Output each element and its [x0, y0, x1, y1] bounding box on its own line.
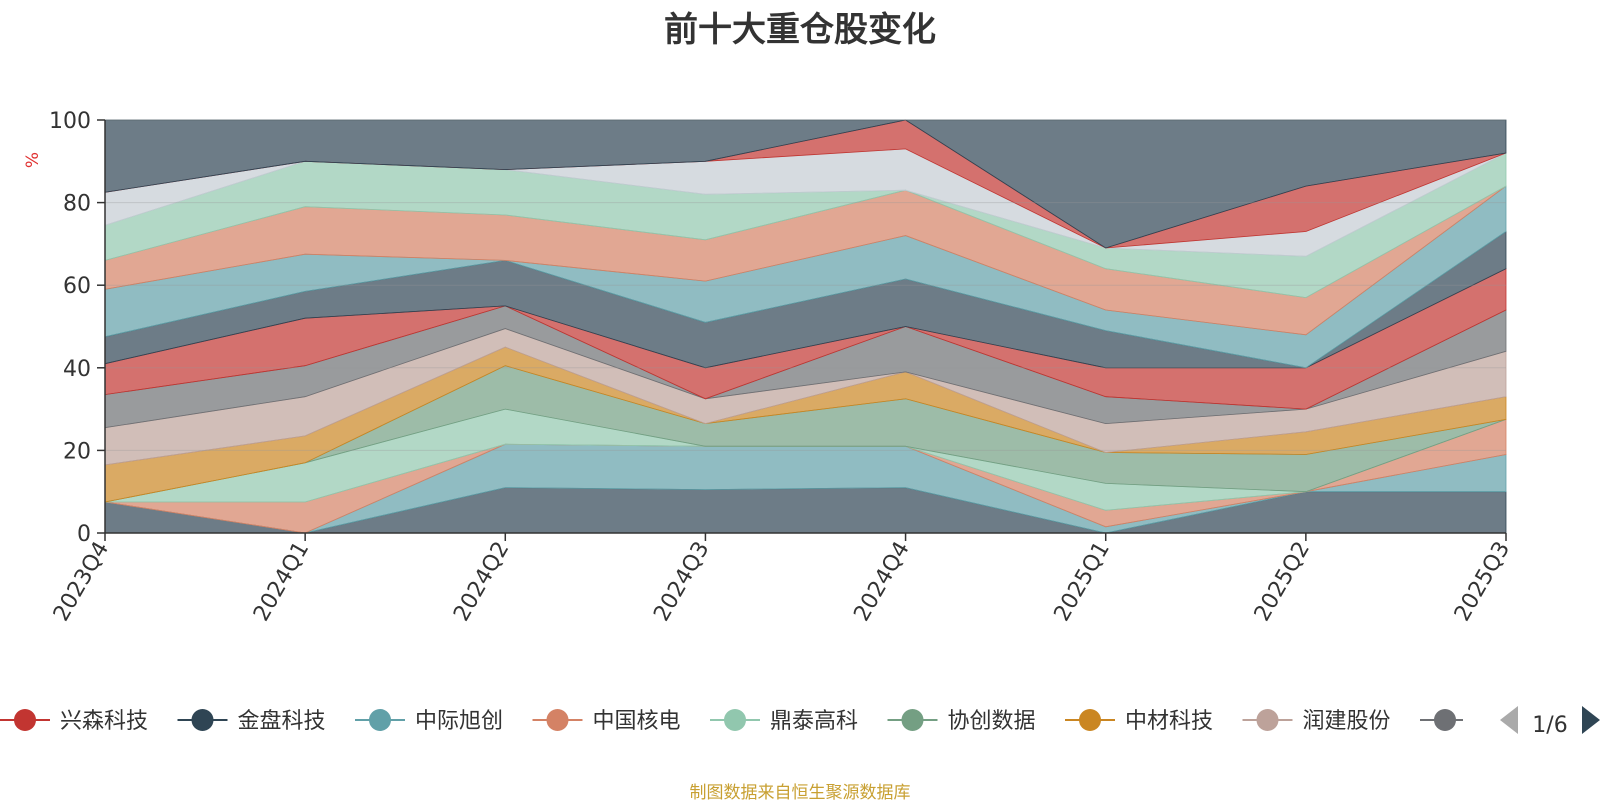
legend-item[interactable]: 中际旭创 [355, 709, 503, 734]
legend-circle-marker [1434, 709, 1456, 731]
y-tick-label: 40 [63, 357, 91, 382]
area-bands [104, 119, 1507, 534]
x-tick-label: 2025Q1 [1050, 538, 1115, 626]
legend-label: 兴森科技 [60, 709, 148, 734]
legend-item[interactable]: 中材科技 [1065, 709, 1213, 734]
legend-label: 中际旭创 [415, 709, 503, 734]
legend-prev-page-icon[interactable] [1500, 706, 1518, 734]
chart-title: 前十大重仓股变化 [664, 10, 936, 50]
legend-item[interactable]: 天 [1420, 709, 1502, 734]
x-tick-label: 2024Q3 [649, 538, 714, 626]
legend-item[interactable]: 金盘科技 [177, 709, 326, 734]
legend-label: 中国核电 [593, 709, 681, 734]
y-tick-label: 60 [63, 274, 91, 299]
legend-circle-marker [1256, 709, 1279, 731]
x-tick-label: 2025Q2 [1250, 538, 1315, 626]
legend-label: 润建股份 [1303, 709, 1391, 734]
legend-item[interactable]: 兴森科技 [0, 709, 148, 734]
legend-circle-marker [191, 709, 214, 731]
legend-label: 金盘科技 [238, 709, 326, 734]
legend-circle-marker [901, 709, 924, 731]
x-axis-ticks: 2023Q4 2024Q1 2024Q2 2024Q3 2024Q4 2025Q1 2025… [49, 533, 1515, 626]
y-tick-label: 20 [63, 439, 91, 464]
legend-circle-marker [369, 709, 391, 731]
y-axis-ticks: 0 20 40 60 80 100 [49, 109, 105, 547]
y-axis-unit-label: % [23, 152, 43, 168]
area-band [104, 119, 1507, 249]
x-tick-label: 2024Q1 [249, 538, 314, 626]
x-tick-label: 2023Q4 [49, 538, 114, 626]
legend-item[interactable]: 协创数据 [887, 709, 1036, 734]
legend-circle-marker [14, 709, 36, 731]
legend-label: 鼎泰高科 [770, 709, 858, 734]
legend-circle-marker [724, 709, 746, 731]
x-tick-label: 2024Q2 [449, 538, 514, 626]
legend-label: 中材科技 [1125, 709, 1213, 734]
legend-item[interactable]: 润建股份 [1242, 709, 1391, 734]
y-tick-label: 100 [49, 109, 91, 134]
data-source-note: 制图数据来自恒生聚源数据库 [689, 783, 911, 803]
legend-page-indicator: 1/6 [1532, 713, 1567, 738]
legend-circle-marker [1079, 709, 1101, 731]
legend-item[interactable]: 鼎泰高科 [710, 709, 858, 734]
legend-item[interactable]: 中国核电 [532, 709, 681, 734]
y-tick-label: 80 [63, 192, 91, 217]
x-tick-label: 2025Q3 [1450, 538, 1515, 626]
legend-label: 天 [1480, 709, 1502, 734]
legend-label: 协创数据 [948, 709, 1036, 734]
legend-next-page-icon[interactable] [1582, 706, 1600, 734]
legend-circle-marker [546, 709, 569, 731]
legend: 兴森科技 金盘科技 中际旭创 中国核电 鼎泰高科 协创数据 中材科技 润建股份 天 [0, 709, 1502, 734]
axes [104, 120, 1506, 534]
legend-pager: 1/6 [1500, 706, 1600, 738]
x-tick-label: 2024Q4 [849, 538, 914, 626]
y-tick-label: 0 [77, 522, 91, 547]
